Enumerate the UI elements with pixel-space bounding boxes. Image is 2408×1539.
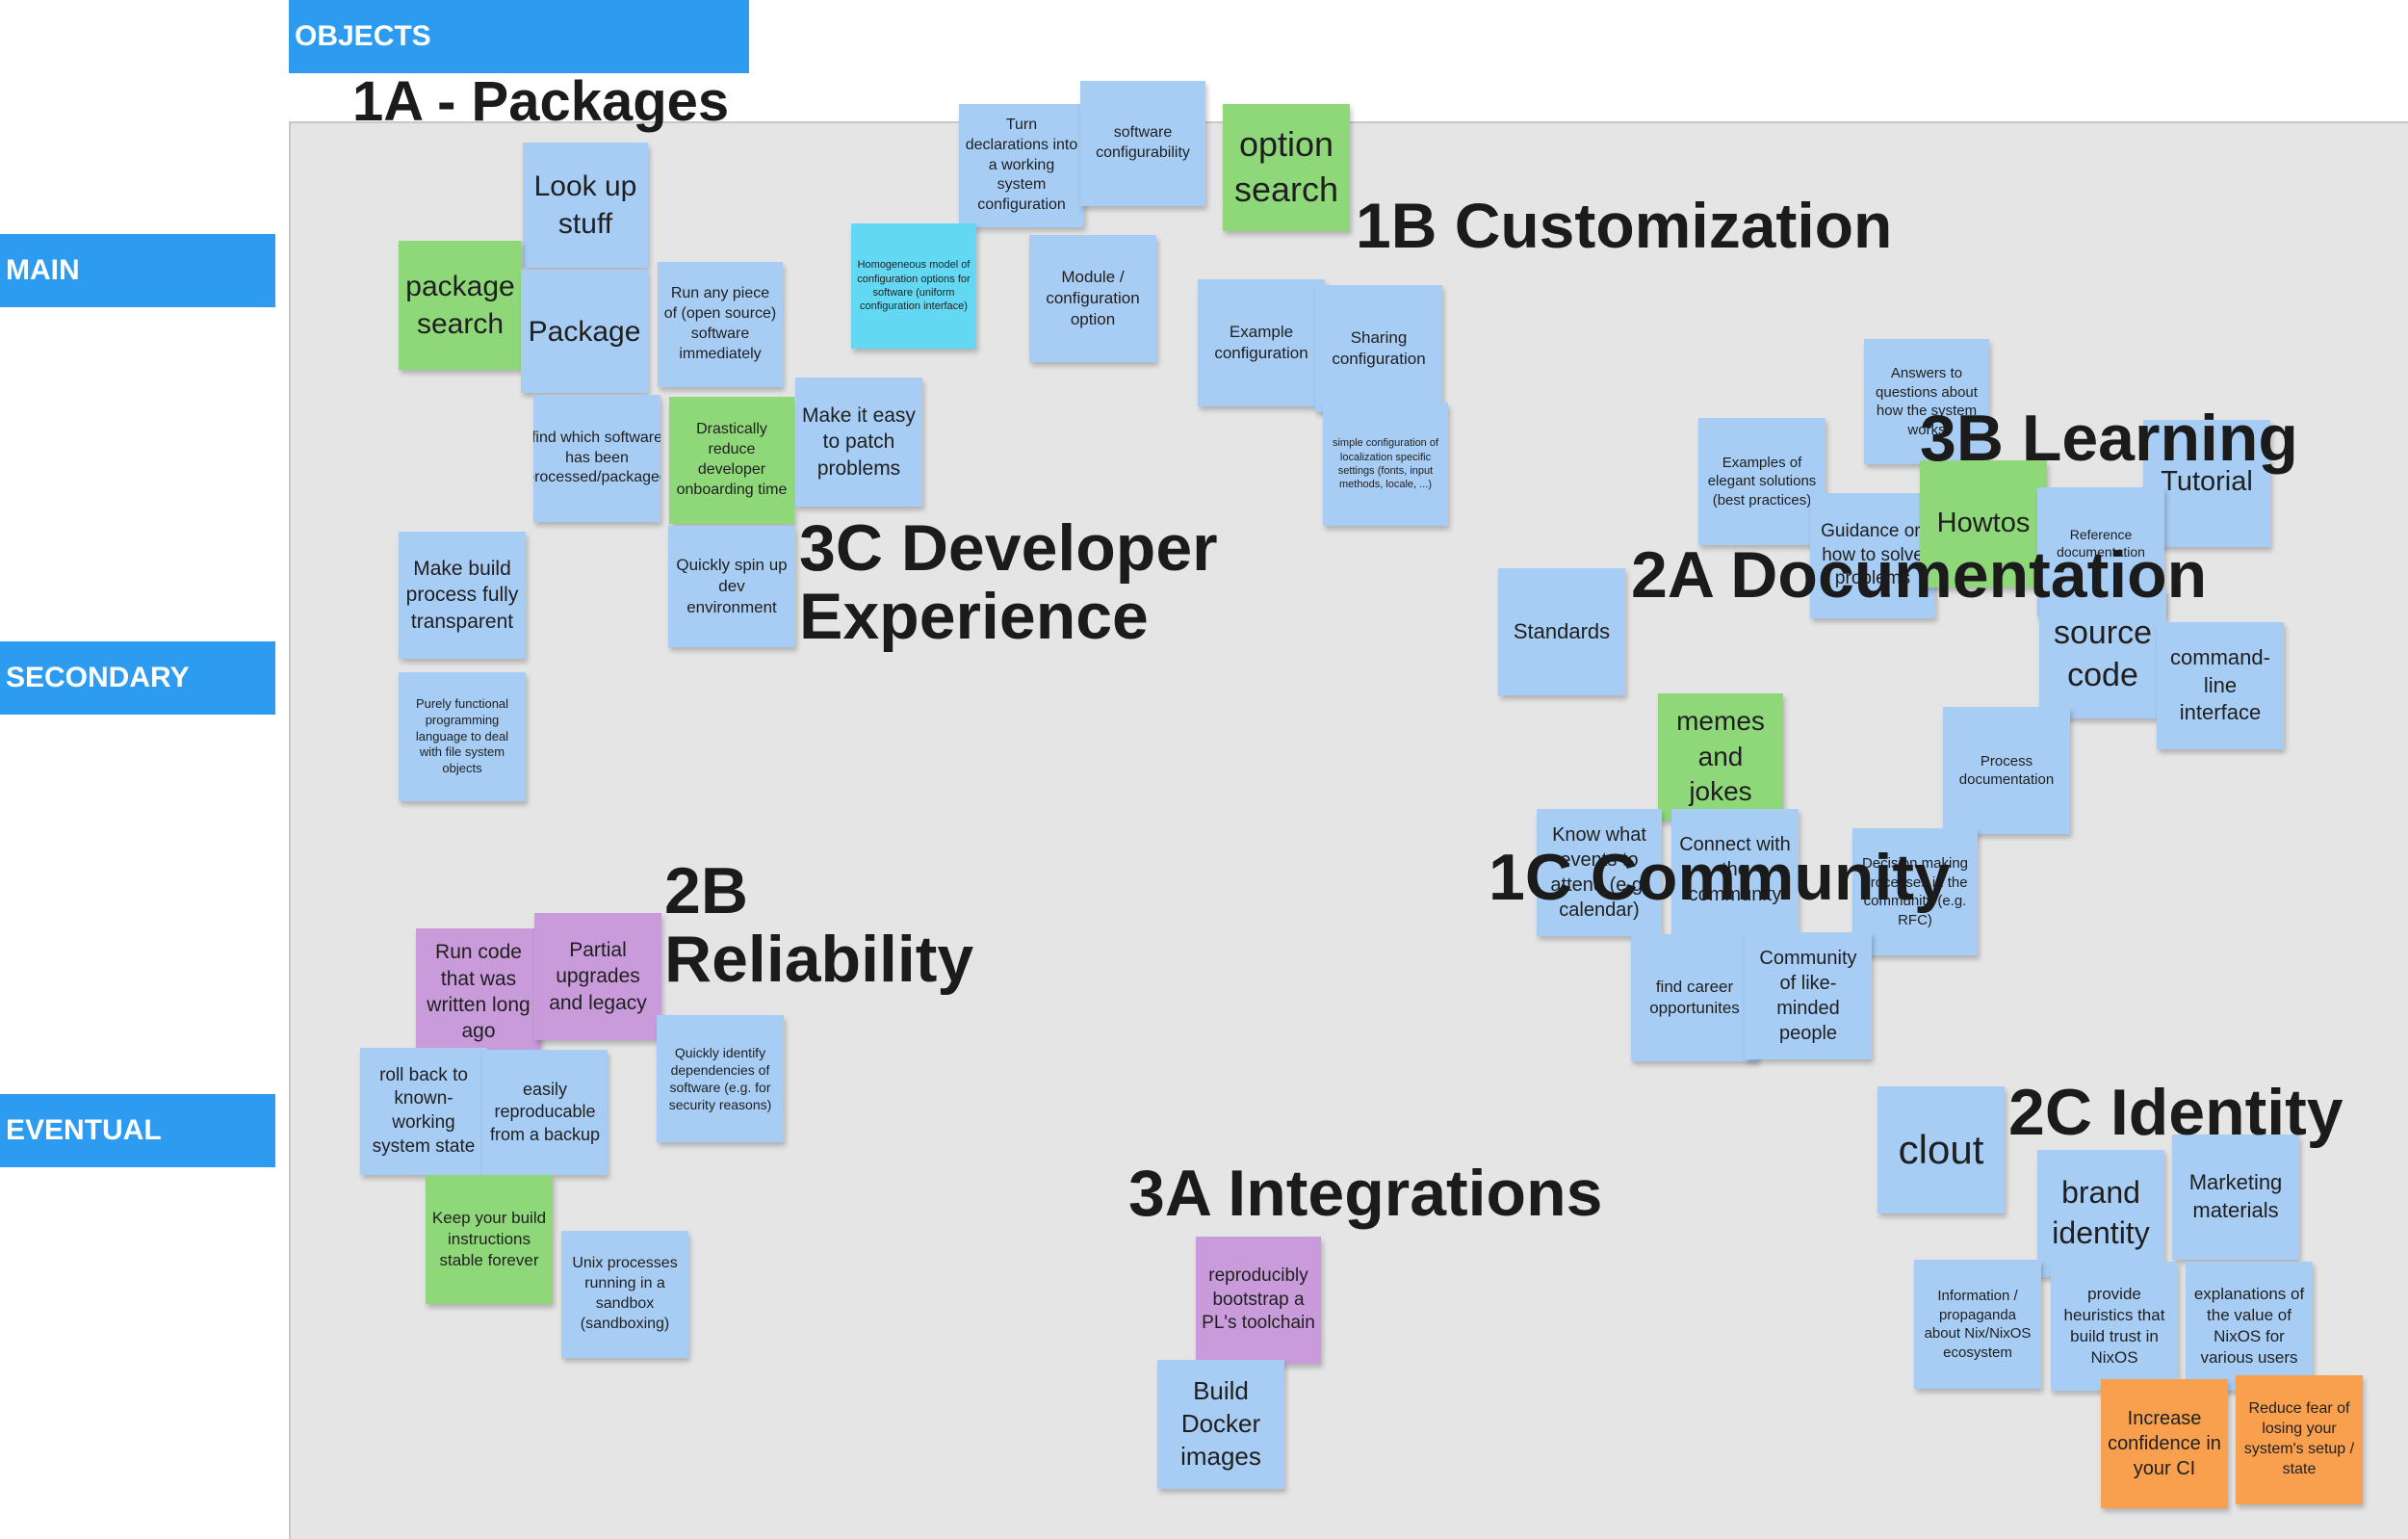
sticky-run-code-written[interactable]: Run code that was written long ago — [416, 928, 541, 1056]
heading-3a-integrations: 3A Integrations — [1128, 1157, 1603, 1230]
sticky-quickly-identify[interactable]: Quickly identify dependencies of softwar… — [657, 1015, 784, 1142]
sticky-decision-making[interactable]: Decision making processes in the communi… — [1852, 828, 1978, 955]
sticky-explanations-of-value[interactable]: explanations of the value of NixOS for v… — [2186, 1262, 2313, 1391]
sticky-keep-your-build[interactable]: Keep your build instructions stable fore… — [426, 1175, 553, 1304]
sticky-reproducibly-bootstrap[interactable]: reproducibly bootstrap a PL's toolchain — [1196, 1237, 1321, 1364]
sticky-command-line[interactable]: command-line interface — [2157, 622, 2284, 749]
sticky-make-build-process[interactable]: Make build process fully transparent — [399, 532, 526, 659]
heading-3b-learning: 3B Learning — [1920, 402, 2298, 475]
sticky-build-docker[interactable]: Build Docker images — [1157, 1360, 1284, 1489]
sticky-homogeneous-model[interactable]: Homogeneous model of configuration optio… — [851, 223, 976, 349]
sticky-software-configurability[interactable]: software configurability — [1080, 81, 1205, 206]
heading-2b-reliability: 2B Reliability — [664, 854, 974, 997]
sticky-reduce-fear[interactable]: Reduce fear of losing your system's setu… — [2236, 1375, 2363, 1504]
sticky-source-code[interactable]: source code — [2039, 589, 2166, 718]
sticky-option-search[interactable]: option search — [1223, 104, 1350, 231]
sticky-look-up-stuff[interactable]: Look up stuff — [523, 143, 648, 268]
sticky-brand-identity[interactable]: brand identity — [2037, 1150, 2164, 1277]
sticky-clout[interactable]: clout — [1877, 1086, 2005, 1213]
sticky-standards[interactable]: Standards — [1498, 568, 1625, 695]
sticky-module-configuration[interactable]: Module / configuration option — [1029, 235, 1156, 362]
sticky-drastically-reduce[interactable]: Drastically reduce developer onboarding … — [669, 397, 794, 524]
sticky-increase-confidence[interactable]: Increase confidence in your CI — [2101, 1379, 2228, 1508]
sticky-unix-processes[interactable]: Unix processes running in a sandbox (san… — [561, 1231, 688, 1358]
heading-1b-customization: 1B Customization — [1356, 190, 1893, 261]
heading-3c-developer-experience: 3C Developer Experience — [799, 511, 1218, 654]
sticky-quickly-spin-up[interactable]: Quickly spin up dev environment — [668, 526, 795, 647]
sticky-answers-to-questions[interactable]: Answers to questions about how the syste… — [1864, 339, 1989, 464]
sticky-find-career[interactable]: find career opportunites — [1631, 934, 1758, 1061]
sticky-memes-and-jokes[interactable]: memes and jokes — [1658, 693, 1783, 821]
sticky-run-any-piece[interactable]: Run any piece of (open source) software … — [658, 262, 783, 387]
sticky-know-what-events[interactable]: Know what events to attend (e.g. calenda… — [1537, 809, 1662, 936]
sticky-package-search[interactable]: package search — [399, 241, 522, 370]
sticky-examples-of-elegant[interactable]: Examples of elegant solutions (best prac… — [1698, 418, 1825, 545]
sticky-make-it-easy[interactable]: Make it easy to patch problems — [795, 378, 922, 507]
sticky-marketing-materials[interactable]: Marketing materials — [2172, 1135, 2299, 1260]
frame-label-objects[interactable]: OBJECTS — [289, 0, 749, 73]
sticky-roll-back[interactable]: roll back to known-working system state — [360, 1048, 487, 1175]
sticky-simple-configuration[interactable]: simple configuration of localization spe… — [1323, 403, 1448, 526]
row-label-secondary[interactable]: SECONDARY — [0, 641, 275, 715]
sticky-community-of-like[interactable]: Community of like-minded people — [1745, 932, 1872, 1059]
sticky-information-propaganda[interactable]: Information / propaganda about Nix/NixOS… — [1914, 1260, 2041, 1389]
sticky-process-documentation[interactable]: Process documentation — [1943, 707, 2070, 834]
sticky-easily-reproducible[interactable]: easily reproducable from a backup — [482, 1050, 608, 1175]
sticky-turn-declarations[interactable]: Turn declarations into a working system … — [959, 104, 1084, 227]
heading-2c-identity: 2C Identity — [2008, 1076, 2343, 1149]
row-label-eventual[interactable]: EVENTUAL — [0, 1094, 275, 1167]
heading-2a-documentation: 2A Documentation — [1631, 538, 2208, 612]
sticky-howtos[interactable]: Howtos — [1920, 460, 2047, 587]
sticky-sharing-configuration[interactable]: Sharing configuration — [1315, 285, 1442, 412]
heading-1a-packages: 1A - Packages — [352, 70, 730, 133]
sticky-find-which-software[interactable]: find which software has been processed/p… — [533, 395, 660, 522]
sticky-provide-heuristics[interactable]: provide heuristics that build trust in N… — [2051, 1262, 2178, 1391]
sticky-example-configuration[interactable]: Example configuration — [1198, 279, 1325, 406]
row-label-main[interactable]: MAIN — [0, 234, 275, 307]
sticky-connect-with-community[interactable]: Connect with the community — [1671, 809, 1799, 936]
sticky-guidance[interactable]: Guidance on how to solve problems — [1810, 493, 1935, 618]
heading-1c-community: 1C Community — [1489, 841, 1951, 914]
sticky-purely-functional[interactable]: Purely functional programming language t… — [399, 672, 526, 801]
sticky-tutorial[interactable]: Tutorial — [2143, 420, 2270, 547]
sticky-partial-upgrades[interactable]: Partial upgrades and legacy — [534, 913, 661, 1040]
sticky-package[interactable]: Package — [521, 270, 648, 393]
